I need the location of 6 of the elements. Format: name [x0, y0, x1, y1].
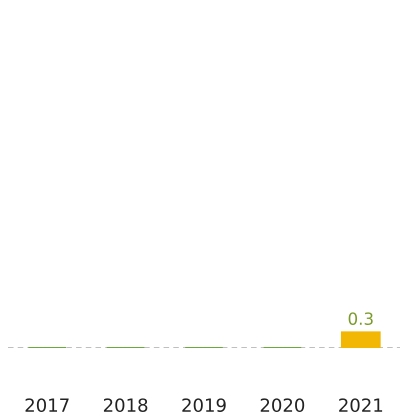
data-label: 0.3	[348, 312, 373, 325]
x-tick-label: 2017	[26, 398, 69, 412]
x-tick-label: 2020	[260, 398, 304, 412]
x-tick-label: 2021	[339, 398, 382, 412]
x-tick-label: 2018	[104, 398, 148, 412]
x-tick-label: 2019	[182, 398, 226, 412]
